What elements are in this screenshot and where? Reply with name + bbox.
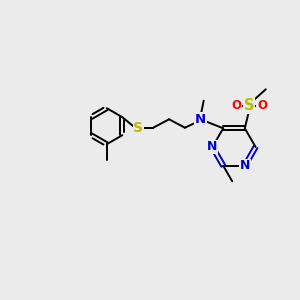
Text: N: N (240, 159, 250, 172)
Text: N: N (207, 140, 218, 154)
Text: N: N (195, 113, 206, 126)
Text: S: S (133, 121, 143, 135)
Text: O: O (257, 99, 267, 112)
Text: S: S (244, 98, 255, 113)
Text: O: O (232, 99, 242, 112)
